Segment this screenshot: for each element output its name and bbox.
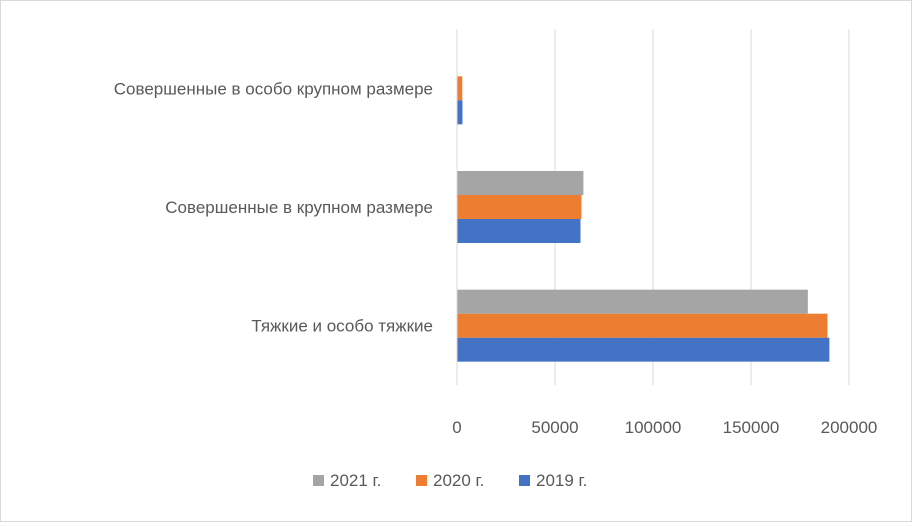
- category-labels: Тяжкие и особо тяжкие Совершенные в крупн…: [114, 79, 433, 335]
- bar: [457, 289, 808, 314]
- bars: [457, 76, 830, 362]
- legend-swatch: [313, 475, 324, 486]
- bar: [457, 100, 463, 125]
- category-label: Совершенные в крупном размере: [165, 198, 433, 217]
- bar: [457, 195, 582, 219]
- x-tick-label: 200000: [821, 418, 878, 437]
- category-label: Тяжкие и особо тяжкие: [251, 317, 433, 336]
- legend-label: 2021 г.: [330, 471, 381, 490]
- legend-label: 2019 г.: [536, 471, 587, 490]
- value-axis: 0 50000 100000 150000 200000: [452, 29, 877, 437]
- legend-swatch: [416, 475, 427, 486]
- legend-item: 2019 г.: [519, 471, 587, 490]
- x-tick-label: 150000: [723, 418, 780, 437]
- x-tick-label: 100000: [625, 418, 682, 437]
- bar: [457, 76, 463, 101]
- bar: [457, 337, 830, 362]
- x-tick-label: 0: [452, 418, 461, 437]
- bar: [457, 219, 581, 243]
- legend: 2021 г. 2020 г. 2019 г.: [313, 471, 587, 490]
- bar: [457, 313, 828, 338]
- x-tick-label: 50000: [531, 418, 578, 437]
- legend-item: 2020 г.: [416, 471, 484, 490]
- bar: [457, 171, 584, 195]
- category-label: Совершенные в особо крупном размере: [114, 79, 433, 98]
- legend-item: 2021 г.: [313, 471, 381, 490]
- legend-label: 2020 г.: [433, 471, 484, 490]
- legend-swatch: [519, 475, 530, 486]
